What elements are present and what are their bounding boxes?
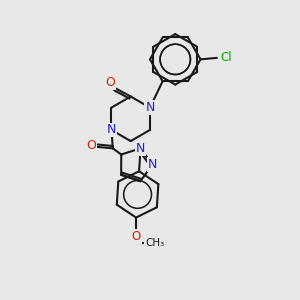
Text: N: N [148,158,157,171]
Text: N: N [136,142,145,155]
Text: N: N [107,123,116,136]
Text: CH₃: CH₃ [145,238,164,248]
Text: N: N [145,101,155,114]
Text: Cl: Cl [221,51,232,64]
Text: O: O [105,76,115,89]
Text: O: O [86,139,96,152]
Text: O: O [131,230,141,243]
